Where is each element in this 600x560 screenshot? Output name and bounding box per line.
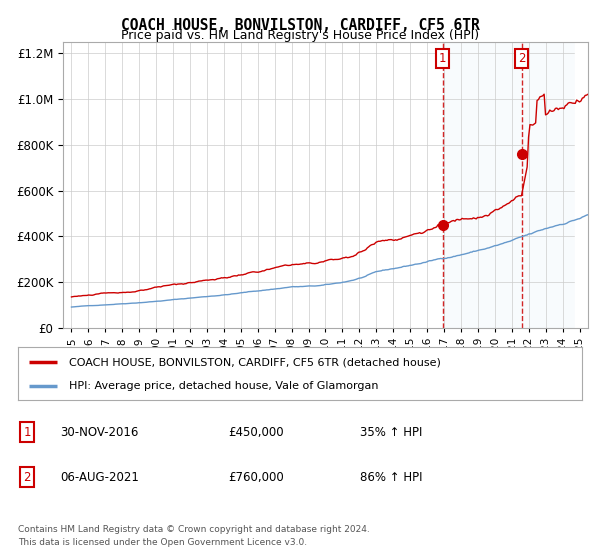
Text: 1: 1	[439, 52, 446, 65]
Text: Contains HM Land Registry data © Crown copyright and database right 2024.
This d: Contains HM Land Registry data © Crown c…	[18, 525, 370, 548]
Text: 2: 2	[23, 470, 31, 484]
Text: 86% ↑ HPI: 86% ↑ HPI	[360, 470, 422, 484]
Text: 2: 2	[518, 52, 526, 65]
Text: £450,000: £450,000	[228, 426, 284, 439]
Text: 35% ↑ HPI: 35% ↑ HPI	[360, 426, 422, 439]
Bar	[443, 42, 600, 328]
Text: HPI: Average price, detached house, Vale of Glamorgan: HPI: Average price, detached house, Vale…	[69, 380, 378, 390]
Text: COACH HOUSE, BONVILSTON, CARDIFF, CF5 6TR (detached house): COACH HOUSE, BONVILSTON, CARDIFF, CF5 6T…	[69, 357, 440, 367]
Text: COACH HOUSE, BONVILSTON, CARDIFF, CF5 6TR: COACH HOUSE, BONVILSTON, CARDIFF, CF5 6T…	[121, 18, 479, 33]
Text: 30-NOV-2016: 30-NOV-2016	[60, 426, 139, 439]
Text: £760,000: £760,000	[228, 470, 284, 484]
Text: Price paid vs. HM Land Registry's House Price Index (HPI): Price paid vs. HM Land Registry's House …	[121, 29, 479, 42]
Text: 1: 1	[23, 426, 31, 439]
Text: 06-AUG-2021: 06-AUG-2021	[60, 470, 139, 484]
Bar	[575, 42, 600, 328]
